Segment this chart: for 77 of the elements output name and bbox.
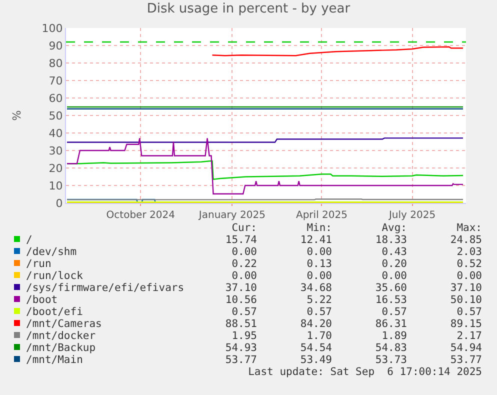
text: 0.57	[382, 306, 407, 318]
text: 86.31	[375, 318, 407, 330]
text: 0.00	[232, 270, 257, 282]
text: 18.33	[375, 234, 407, 246]
y-tick-label: 20	[48, 162, 63, 175]
text: 53.77	[450, 354, 482, 366]
text: 37.10	[450, 282, 482, 294]
legend-label: /boot	[26, 294, 58, 306]
legend-label: /boot/efi	[26, 306, 83, 318]
text: Last update: Sat Sep 6 17:00:14 2025	[248, 366, 482, 378]
text: 0.00	[306, 246, 332, 258]
legend-label: /mnt/Backup	[26, 342, 96, 354]
y-tick-label: 80	[48, 56, 63, 70]
text: 1.70	[306, 330, 332, 342]
text: 0.00	[306, 270, 332, 282]
y-tick-label: 50	[48, 109, 63, 122]
text: 50.10	[450, 294, 482, 306]
text: 35.60	[375, 282, 407, 294]
legend-label: /run	[26, 258, 52, 270]
text: 5.22	[306, 294, 332, 306]
text: 53.49	[300, 354, 332, 366]
text: 37.10	[225, 282, 257, 294]
text: 0.52	[456, 258, 482, 270]
x-tick-label: July 2025	[388, 210, 436, 221]
text: 2.17	[456, 330, 482, 342]
legend-label: /sys/firmware/efi/efivars	[26, 282, 184, 294]
text: 0.57	[232, 306, 257, 318]
text: 0.57	[306, 306, 332, 318]
text: 0.20	[382, 258, 407, 270]
x-tick-label: October 2024	[106, 210, 175, 221]
y-tick-label: 10	[48, 179, 63, 192]
text: Cur:	[232, 222, 257, 234]
text: 10.56	[225, 294, 257, 306]
text: Max:	[456, 222, 482, 234]
y-tick-label: 60	[48, 92, 63, 105]
y-tick-label: 70	[48, 74, 63, 88]
y-tick-label: 100	[42, 22, 63, 35]
chart-title: Disk usage in percent - by year	[146, 1, 351, 16]
legend-label: /mnt/Main	[26, 354, 83, 366]
y-tick-label: 0	[56, 196, 63, 210]
text: 1.95	[232, 330, 257, 342]
y-tick-label: 40	[48, 126, 63, 140]
text: 54.93	[225, 342, 257, 354]
text: 15.74	[225, 234, 257, 246]
text: 0.00	[382, 270, 407, 282]
text: 12.41	[300, 234, 332, 246]
text: 2.03	[456, 246, 482, 258]
text: 53.73	[375, 354, 407, 366]
text: 16.53	[375, 294, 407, 306]
text: 0.00	[232, 246, 257, 258]
text: 0.57	[456, 306, 482, 318]
legend-label: /run/lock	[26, 270, 83, 282]
x-tick-label: April 2025	[296, 210, 348, 221]
text: 34.68	[300, 282, 332, 294]
legend-label: /mnt/docker	[26, 330, 96, 342]
text: 0.13	[306, 258, 332, 270]
text: Avg:	[382, 222, 407, 234]
legend-label: /dev/shm	[26, 246, 77, 258]
y-axis-title: %	[10, 110, 24, 121]
text: 88.51	[225, 318, 257, 330]
legend-label: /	[26, 234, 32, 246]
text: 53.77	[225, 354, 257, 366]
text: 24.85	[450, 234, 482, 246]
text: 0.43	[382, 246, 407, 258]
text: 89.15	[450, 318, 482, 330]
text: 54.83	[375, 342, 407, 354]
text: 0.22	[232, 258, 257, 270]
text: 1.89	[382, 330, 407, 342]
text: 54.54	[300, 342, 332, 354]
x-tick-label: January 2025	[198, 210, 266, 221]
legend-label: /mnt/Cameras	[26, 318, 102, 330]
text: 54.94	[450, 342, 482, 354]
text: Min:	[306, 222, 332, 234]
text: 84.20	[300, 318, 332, 330]
y-tick-label: 30	[48, 144, 63, 158]
text: 0.00	[456, 270, 482, 282]
y-tick-label: 90	[48, 39, 63, 52]
